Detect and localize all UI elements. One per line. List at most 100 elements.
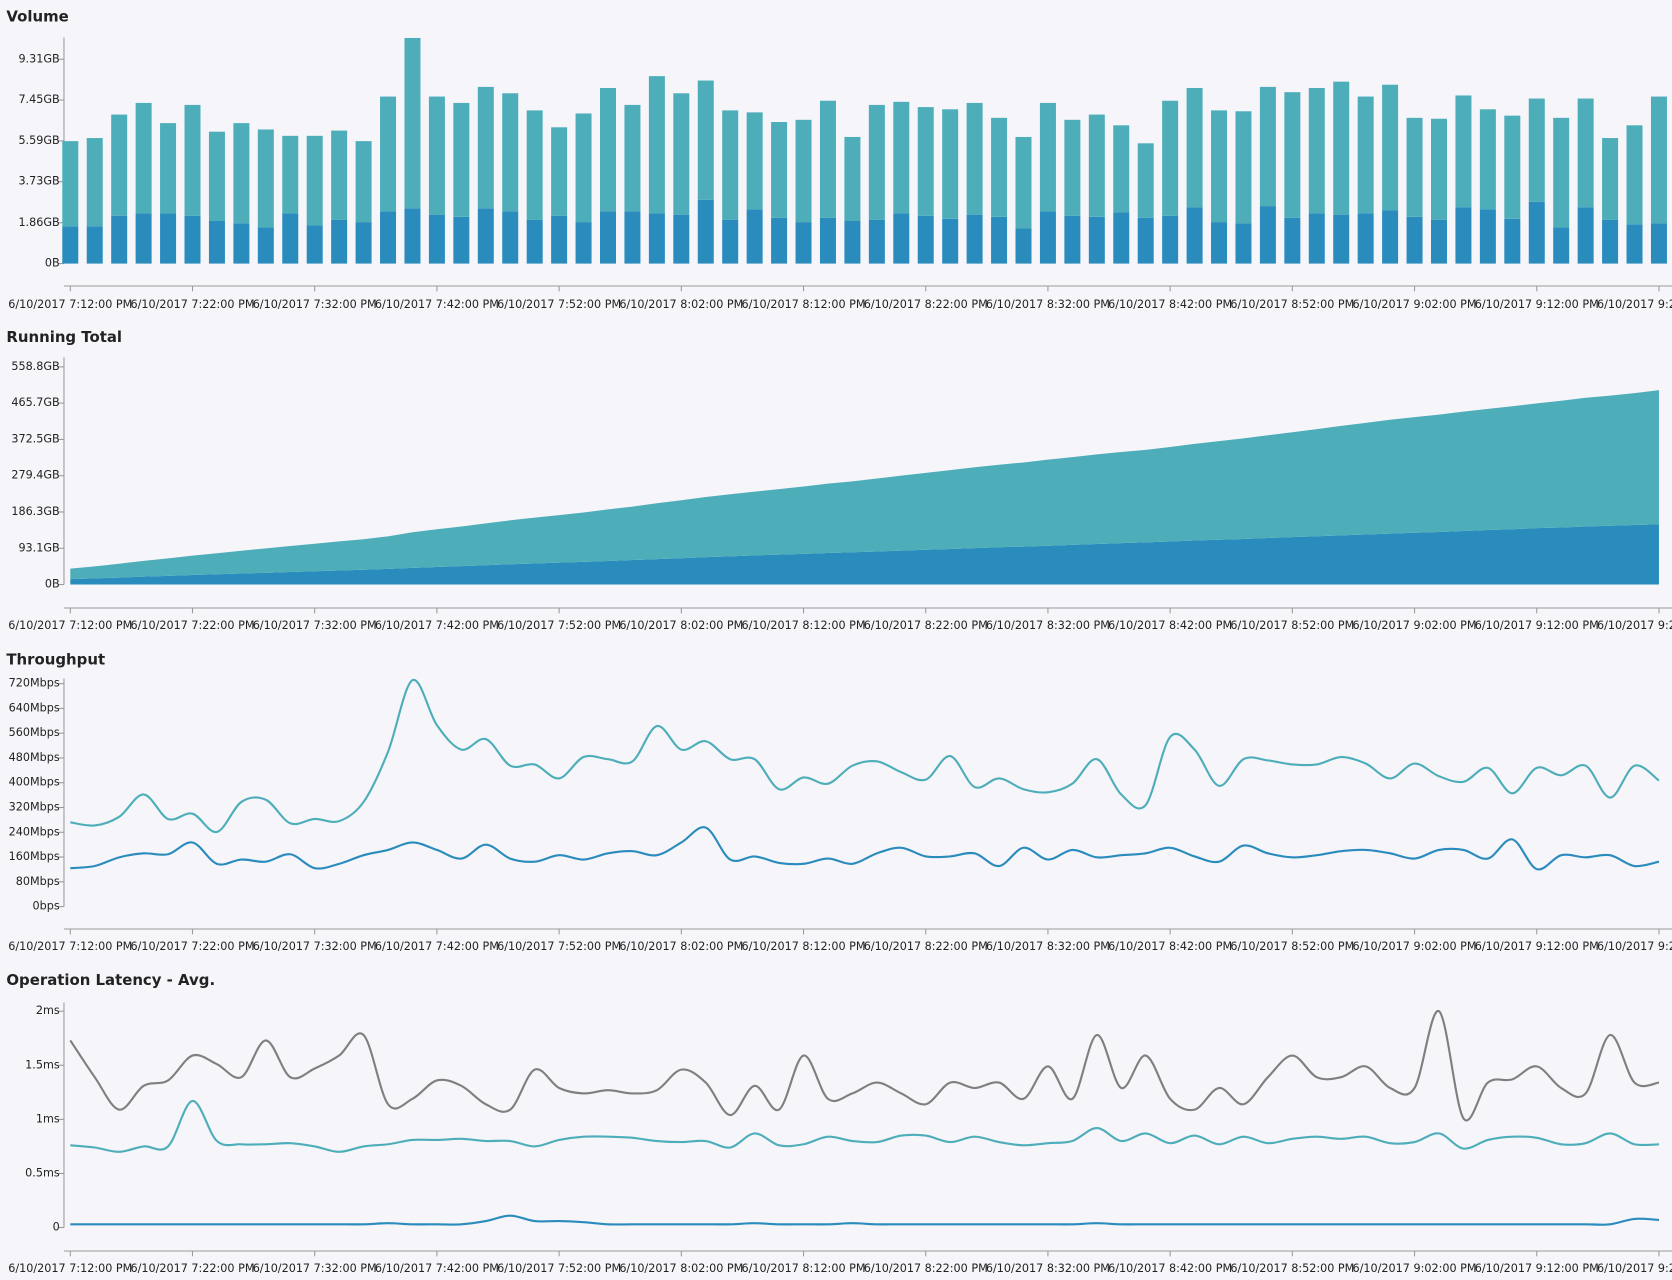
x-tick-label: 6/10/2017 7:52:00 PM: [497, 940, 621, 953]
bar-segment: [551, 215, 568, 264]
bar-segment: [1528, 98, 1545, 202]
y-tick-label: 558.8GB: [11, 360, 59, 373]
bar-segment: [1235, 223, 1252, 264]
y-tick-label: 0bps: [33, 900, 60, 913]
bar-segment: [208, 221, 225, 264]
x-tick-label: 6/10/2017 9:22:00 PM: [1597, 619, 1672, 632]
y-tick-label: 0B: [45, 578, 60, 591]
bar-segment: [648, 76, 665, 214]
bar-segment: [1528, 201, 1545, 264]
line: [70, 679, 1660, 834]
bar-segment: [1455, 207, 1472, 264]
y-tick-label: 9.31GB: [18, 52, 59, 65]
bar-segment: [135, 102, 152, 214]
x-tick-label: 6/10/2017 9:02:00 PM: [1353, 940, 1477, 953]
x-tick-label: 6/10/2017 9:02:00 PM: [1353, 619, 1477, 632]
bar-segment: [966, 214, 983, 264]
bar-segment: [1406, 117, 1423, 217]
bar-segment: [624, 104, 641, 212]
y-tick-label: 7.45GB: [18, 93, 59, 106]
chart-title: Throughput: [6, 650, 105, 668]
chart-panel: Volume 0B 1.86GB 3.73GB 5.59GB 7.45GB 9.31GB 6/…: [6, 7, 1672, 311]
y-tick-label: 320Mbps: [9, 801, 60, 814]
x-tick-label: 6/10/2017 8:02:00 PM: [619, 1262, 743, 1275]
bar-segment: [819, 217, 836, 264]
bar-segment: [1088, 114, 1105, 217]
bar-segment: [868, 104, 885, 220]
bar-segment: [453, 216, 470, 264]
x-tick-label: 6/10/2017 7:52:00 PM: [497, 619, 621, 632]
area: [70, 524, 1659, 585]
bar-segment: [722, 219, 739, 264]
line: [70, 826, 1660, 871]
bar-segment: [575, 222, 592, 264]
bar-segment: [380, 96, 397, 212]
y-tick-label: 186.3GB: [11, 505, 59, 518]
bar-segment: [1186, 207, 1203, 264]
bar-segment: [111, 114, 128, 216]
bar-segment: [1357, 96, 1374, 214]
bar-segment: [1284, 92, 1301, 218]
bar-segment: [771, 122, 788, 218]
bar-segment: [1015, 136, 1032, 229]
x-tick-label: 6/10/2017 7:32:00 PM: [253, 940, 377, 953]
bar-segment: [1626, 224, 1643, 264]
x-tick-label: 6/10/2017 9:02:00 PM: [1353, 1262, 1477, 1275]
bar-segment: [1211, 222, 1228, 264]
bar-segment: [404, 37, 421, 209]
y-tick-label: 560Mbps: [9, 726, 60, 739]
line: [70, 1099, 1659, 1153]
bar-segment: [551, 127, 568, 216]
bar-segment: [477, 86, 494, 209]
bar-segment: [1039, 102, 1056, 212]
bar-segment: [1333, 214, 1350, 264]
bar-segment: [697, 80, 714, 200]
bar-segment: [1088, 216, 1105, 264]
x-tick-label: 6/10/2017 8:22:00 PM: [864, 619, 988, 632]
bar-segment: [233, 223, 250, 264]
bar-segment: [1455, 95, 1472, 208]
bar-segment: [111, 215, 128, 264]
bar-segment: [1039, 211, 1056, 264]
x-tick-label: 6/10/2017 7:52:00 PM: [497, 1262, 621, 1275]
bar-segment: [771, 217, 788, 264]
bar-segment: [1479, 109, 1496, 210]
x-tick-label: 6/10/2017 7:32:00 PM: [253, 619, 377, 632]
bar-segment: [917, 107, 934, 216]
chart-title: Operation Latency - Avg.: [6, 971, 215, 989]
bar-segment: [1284, 217, 1301, 264]
y-tick-label: 720Mbps: [9, 677, 60, 690]
x-tick-label: 6/10/2017 8:52:00 PM: [1230, 940, 1354, 953]
bar-segment: [282, 213, 299, 264]
x-tick-label: 6/10/2017 8:12:00 PM: [742, 298, 866, 311]
bar-segment: [160, 123, 177, 214]
bar-segment: [184, 104, 201, 216]
x-tick-label: 6/10/2017 8:02:00 PM: [619, 298, 743, 311]
x-tick-label: 6/10/2017 8:22:00 PM: [864, 940, 988, 953]
bar-segment: [160, 213, 177, 264]
bar-segment: [1626, 125, 1643, 225]
chart-panel: Running Total 0B 93.1GB 186.3GB 279.4GB 372.5…: [6, 328, 1672, 632]
bar-segment: [282, 135, 299, 214]
x-tick-label: 6/10/2017 8:22:00 PM: [864, 1262, 988, 1275]
x-tick-label: 6/10/2017 7:12:00 PM: [8, 1262, 132, 1275]
bar-segment: [844, 221, 861, 264]
bar-segment: [795, 119, 812, 223]
bar-segment: [917, 215, 934, 264]
bar-segment: [1333, 81, 1350, 215]
line: [69, 1010, 1660, 1122]
bar-segment: [526, 219, 543, 264]
bar-segment: [453, 102, 470, 217]
bar-segment: [991, 216, 1008, 264]
bar-segment: [942, 218, 959, 264]
bar-segment: [1259, 86, 1276, 207]
x-tick-label: 6/10/2017 7:42:00 PM: [375, 940, 499, 953]
bar-segment: [355, 141, 372, 223]
area: [70, 390, 1659, 580]
bar-segment: [1650, 96, 1667, 224]
bar-segment: [355, 222, 372, 264]
bar-segment: [1259, 206, 1276, 264]
x-tick-label: 6/10/2017 8:12:00 PM: [742, 619, 866, 632]
x-tick-label: 6/10/2017 7:42:00 PM: [375, 298, 499, 311]
